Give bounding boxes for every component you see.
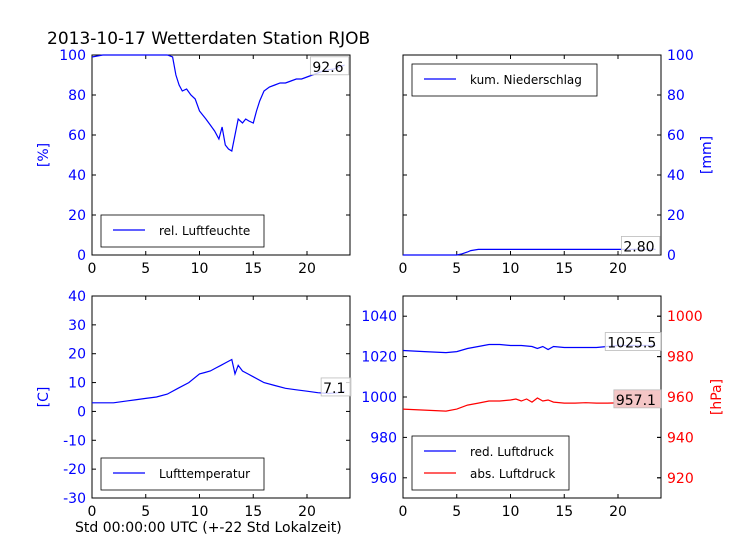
humidity-y-tick-label-0: 0 — [77, 248, 86, 264]
pressure-y-tick-label-4: 1040 — [361, 309, 397, 325]
pressure-panel: 0 5 10 15 20 960 980 1000 1020 1040 920 940 960 980 10… — [361, 295, 725, 520]
pressure-y2-tick-label-4: 1000 — [667, 309, 703, 325]
precipitation-y-tick-label-3: 60 — [667, 128, 685, 144]
humidity-y-tick-label-2: 40 — [68, 168, 86, 184]
precipitation-y-tick-label-4: 80 — [667, 88, 685, 104]
figure-title: 2013-10-17 Wetterdaten Station RJOB — [47, 29, 370, 49]
temperature-x-tick-label-0: 0 — [88, 504, 97, 520]
pressure-annotation-1: 957.1 — [616, 393, 656, 409]
precipitation-x-tick-label-2: 10 — [502, 261, 520, 277]
precipitation-y-tick-label-2: 40 — [667, 168, 685, 184]
temperature-annotation-0: 7.1 — [323, 381, 345, 397]
humidity-legend-label-0: rel. Luftfeuchte — [159, 224, 250, 238]
pressure-x-tick-label-0: 0 — [399, 504, 408, 520]
temperature-y-tick-label-4: 10 — [68, 376, 86, 392]
humidity-y-tick-label-1: 20 — [68, 208, 86, 224]
temperature-x-tick-label-3: 15 — [244, 504, 262, 520]
precipitation-annotation-0: 2.80 — [623, 239, 654, 255]
pressure-y-tick-label-3: 1020 — [361, 350, 397, 366]
pressure-x-tick-label-2: 10 — [502, 504, 520, 520]
x-axis-label: Std 00:00:00 UTC (+-22 Std Lokalzeit) — [75, 520, 342, 536]
pressure-y2-label: [hPa] — [709, 379, 725, 415]
precipitation-legend-label-0: kum. Niederschlag — [470, 73, 582, 87]
pressure-y2-tick-label-2: 960 — [667, 390, 694, 406]
temperature-annotation-box-0 — [320, 377, 352, 397]
humidity-x-tick-label-2: 10 — [191, 261, 209, 277]
pressure-legend-label-0: red. Luftdruck — [470, 445, 554, 459]
pressure-y2-tick-label-3: 980 — [667, 350, 694, 366]
pressure-x-tick-label-1: 5 — [452, 504, 461, 520]
humidity-annotation-0: 92.6 — [312, 60, 343, 76]
temperature-legend-label-0: Lufttemperatur — [159, 467, 250, 481]
pressure-annotation-box-1 — [613, 389, 662, 409]
humidity-y-tick-label-3: 60 — [68, 128, 86, 144]
precipitation-frame — [402, 54, 662, 256]
temperature-legend — [100, 457, 265, 491]
pressure-x-tick-label-4: 20 — [609, 504, 627, 520]
pressure-annotation-0: 1025.5 — [607, 335, 656, 351]
precipitation-x-tick-label-1: 5 — [452, 261, 461, 277]
precipitation-y-tick-label-1: 20 — [667, 208, 685, 224]
temperature-y-tick-label-7: 40 — [68, 289, 86, 305]
humidity-annotation-box-0 — [309, 56, 350, 76]
temperature-y-tick-label-1: -20 — [63, 462, 86, 478]
temperature-x-tick-label-2: 10 — [191, 504, 209, 520]
humidity-series-0 — [91, 54, 345, 152]
humidity-y-label: [%] — [36, 143, 52, 167]
humidity-panel: 0 5 10 15 20 0 20 40 60 80 100 [%] 92.6 rel. Luftfeuc… — [36, 48, 351, 277]
pressure-x-tick-label-3: 15 — [555, 504, 573, 520]
precipitation-series-0 — [403, 248, 656, 256]
humidity-x-tick-label-4: 20 — [298, 261, 316, 277]
precipitation-x-tick-label-0: 0 — [399, 261, 408, 277]
temperature-y-tick-label-5: 20 — [68, 347, 86, 363]
temperature-y-label: [C] — [36, 387, 52, 408]
temperature-x-tick-label-1: 5 — [141, 504, 150, 520]
humidity-x-tick-label-1: 5 — [141, 261, 150, 277]
pressure-y-tick-label-0: 960 — [370, 471, 397, 487]
humidity-frame — [91, 54, 351, 256]
temperature-frame — [91, 295, 351, 499]
humidity-y-tick-label-5: 100 — [59, 48, 86, 64]
humidity-legend — [100, 214, 265, 248]
pressure-y2-tick-label-1: 940 — [667, 430, 694, 446]
humidity-y-tick-label-4: 80 — [68, 88, 86, 104]
temperature-y-tick-label-6: 30 — [68, 318, 86, 334]
precipitation-x-tick-label-4: 20 — [609, 261, 627, 277]
humidity-x-tick-label-0: 0 — [88, 261, 97, 277]
precipitation-y-tick-label-0: 0 — [667, 248, 676, 264]
temperature-x-tick-label-4: 20 — [298, 504, 316, 520]
humidity-x-tick-label-3: 15 — [244, 261, 262, 277]
temperature-y-tick-label-0: -30 — [63, 491, 86, 507]
temperature-panel: 0 5 10 15 20 -30 -20 -10 0 10 20 30 40 [C] 7.1 Lufttemp… — [36, 289, 352, 520]
precipitation-annotation-box-0 — [620, 235, 661, 255]
precipitation-x-tick-label-3: 15 — [555, 261, 573, 277]
pressure-y-tick-label-2: 1000 — [361, 390, 397, 406]
pressure-legend-label-1: abs. Luftdruck — [470, 467, 555, 481]
precipitation-legend — [411, 63, 598, 97]
temperature-y-tick-label-3: 0 — [77, 404, 86, 420]
precipitation-panel: 0 5 10 15 20 0 20 40 60 80 100 [mm] 2.80 kum. Nieders… — [399, 48, 715, 277]
pressure-annotation-box-0 — [604, 332, 662, 351]
precipitation-y-tick-label-5: 100 — [667, 48, 694, 64]
pressure-legend — [411, 435, 570, 491]
precipitation-y-label: [mm] — [699, 136, 715, 174]
temperature-y-tick-label-2: -10 — [63, 433, 86, 449]
pressure-y2-tick-label-0: 920 — [667, 471, 694, 487]
temperature-series-0 — [92, 358, 345, 404]
pressure-y-tick-label-1: 980 — [370, 430, 397, 446]
